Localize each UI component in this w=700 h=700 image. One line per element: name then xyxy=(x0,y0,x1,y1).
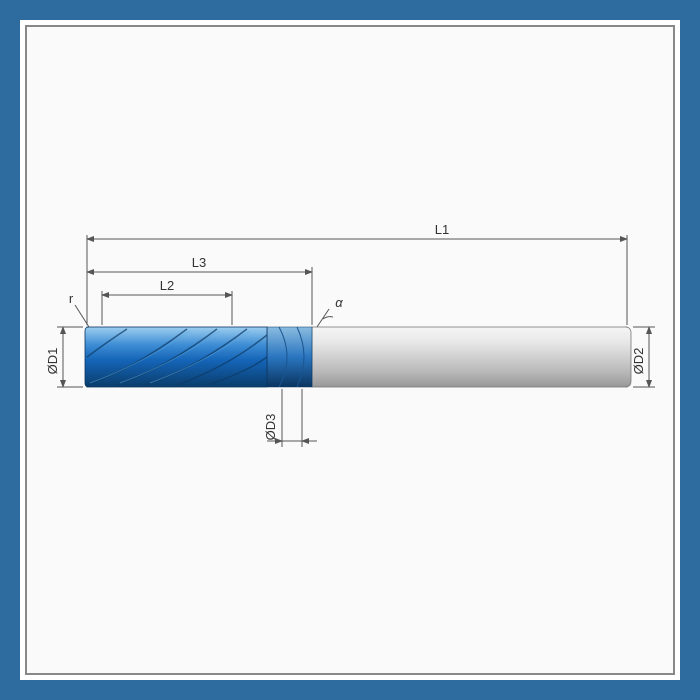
label-D3: ØD3 xyxy=(263,414,278,441)
dim-r: r xyxy=(69,291,89,327)
inner-frame: L1 L3 L2 ØD1 ØD2 xyxy=(25,25,675,675)
dim-L2: L2 xyxy=(102,278,232,295)
label-angle: α xyxy=(335,295,343,310)
dim-D1: ØD1 xyxy=(45,327,63,387)
label-L3: L3 xyxy=(192,255,206,270)
label-D1: ØD1 xyxy=(45,348,60,375)
label-L2: L2 xyxy=(160,278,174,293)
outer-frame: L1 L3 L2 ØD1 ØD2 xyxy=(0,0,700,700)
technical-drawing-svg: L1 L3 L2 ØD1 ØD2 xyxy=(27,27,677,677)
dim-L1: L1 xyxy=(87,222,627,239)
label-L1: L1 xyxy=(435,222,449,237)
neck-section xyxy=(267,327,312,387)
dim-D2: ØD2 xyxy=(631,327,649,387)
dim-D3: ØD3 xyxy=(263,414,317,441)
dim-angle: α xyxy=(317,295,343,327)
label-D2: ØD2 xyxy=(631,348,646,375)
shank-body xyxy=(312,327,627,387)
dim-L3: L3 xyxy=(87,255,312,272)
label-r: r xyxy=(69,291,74,306)
